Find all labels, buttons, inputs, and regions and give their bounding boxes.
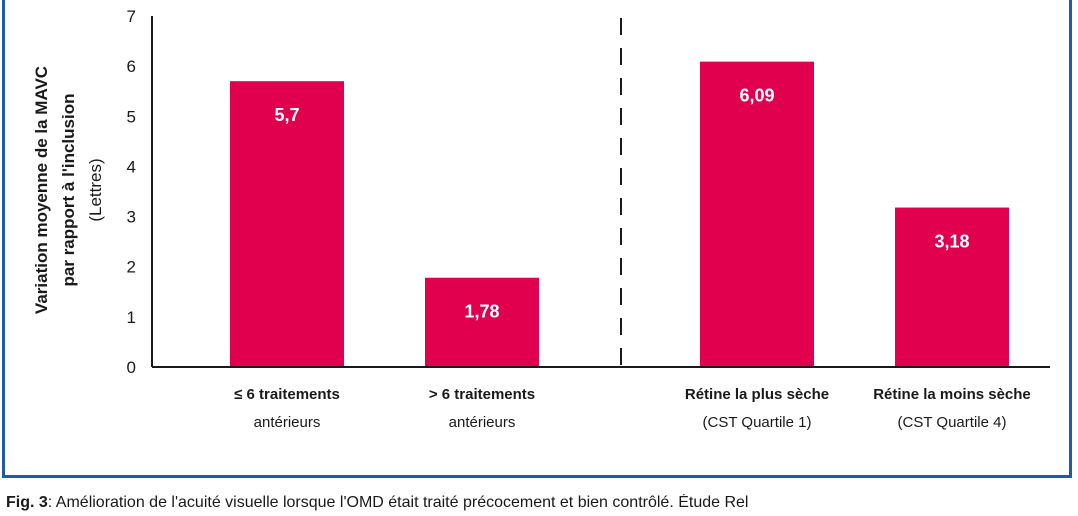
bar	[700, 61, 814, 367]
figure-caption: Fig. 3: Amélioration de l'acuité visuell…	[6, 494, 1076, 516]
caption-fig-label: Fig. 3	[6, 494, 48, 511]
bar-value-label: 1,78	[464, 302, 499, 322]
y-axis-label-line: Variation moyenne de la MAVC	[32, 66, 51, 314]
bar-value-label: 6,09	[739, 86, 774, 106]
x-category-label: > 6 traitements	[429, 386, 535, 403]
y-tick-label: 1	[127, 308, 136, 327]
bars: 5,7 1,78 6,09 3,18	[230, 61, 1009, 367]
bar-value-label: 3,18	[934, 232, 969, 252]
y-axis-label: Variation moyenne de la MAVC par rapport …	[32, 66, 105, 314]
bar	[230, 81, 344, 367]
y-tick-label: 3	[127, 208, 136, 227]
caption-text: : Amélioration de l'acuité visuelle lors…	[47, 494, 749, 511]
x-category-label: Rétine la plus sèche	[685, 386, 829, 403]
y-tick-label: 6	[127, 57, 136, 76]
category-labels: ≤ 6 traitements antérieurs > 6 traitements…	[234, 386, 1031, 431]
y-axis-label-line: (Lettres)	[86, 158, 105, 221]
bar-value-label: 5,7	[274, 105, 299, 125]
x-category-sublabel: (CST Quartile 1)	[703, 414, 812, 431]
x-category-sublabel: antérieurs	[449, 414, 516, 431]
y-tick-label: 0	[127, 358, 136, 377]
bar	[425, 277, 539, 367]
y-tick-label: 2	[127, 258, 136, 277]
y-tick-label: 7	[127, 7, 136, 26]
y-axis-label-line: par rapport à l'inclusion	[59, 94, 78, 287]
x-category-label: Rétine la moins sèche	[873, 386, 1031, 403]
x-category-sublabel: antérieurs	[254, 414, 321, 431]
y-tick-label: 5	[127, 107, 136, 126]
bar	[895, 207, 1009, 367]
x-category-label: ≤ 6 traitements	[234, 386, 340, 403]
figure-frame	[2, 0, 1072, 478]
y-tick-label: 4	[127, 157, 136, 176]
x-category-sublabel: (CST Quartile 4)	[898, 414, 1007, 431]
y-axis-ticks: 0 1 2 3 4 5 6 7	[127, 7, 136, 377]
bar-chart: Variation moyenne de la MAVC par rapport …	[32, 7, 1050, 431]
